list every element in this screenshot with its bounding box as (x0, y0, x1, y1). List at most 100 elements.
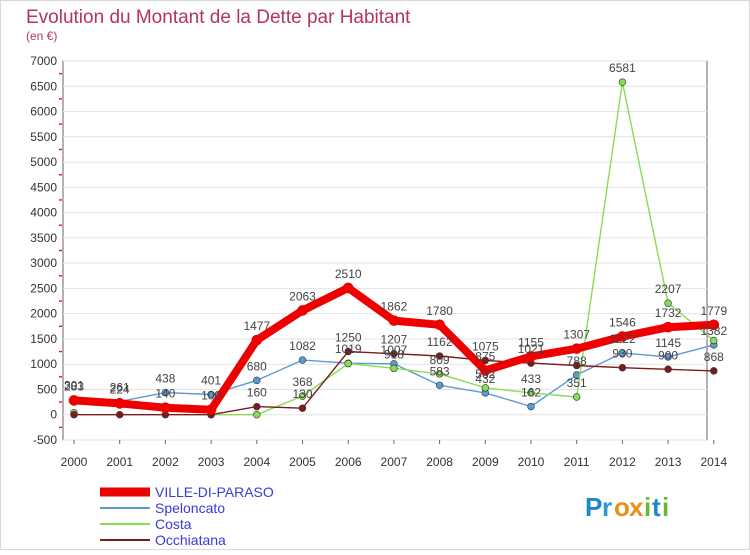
data-point-occhiatana (710, 367, 718, 375)
data-label-ville-di-paraso: 224 (110, 382, 130, 396)
data-point-occhiatana (115, 411, 124, 419)
y-tick-label: 3000 (30, 256, 57, 270)
data-label-speloncato: 1082 (289, 339, 316, 353)
data-point-costa (710, 336, 718, 345)
data-point-costa (298, 392, 307, 400)
data-label-occhiatana: 868 (704, 350, 724, 364)
data-point-costa (527, 389, 535, 397)
series-line-costa (210, 81, 715, 416)
y-tick-label: 6500 (30, 79, 57, 93)
y-tick-label: 4500 (30, 180, 57, 194)
data-label-costa: 532 (475, 367, 495, 381)
data-point-speloncato (527, 402, 535, 411)
x-tick-label: 2000 (61, 455, 88, 469)
data-label-ville-di-paraso: 100 (201, 389, 221, 403)
data-point-occhiatana (572, 361, 581, 370)
data-point-occhiatana (618, 364, 627, 372)
data-point-ville-di-paraso (662, 321, 674, 333)
data-label-occhiatana: 1207 (381, 333, 408, 347)
data-point-ville-di-paraso (114, 398, 125, 409)
data-point-ville-di-paraso (68, 395, 80, 406)
data-point-costa (618, 78, 627, 86)
y-tick-label: 5500 (30, 130, 57, 144)
data-point-speloncato (435, 381, 444, 389)
logo-letter: P (585, 492, 602, 522)
y-tick-label: 500 (37, 382, 57, 396)
data-label-occhiatana: 930 (612, 347, 632, 361)
data-label-speloncato: 583 (430, 364, 450, 378)
y-tick-label: 2000 (30, 307, 57, 321)
logo-letter: o (614, 492, 630, 522)
x-tick-label: 2010 (518, 455, 545, 469)
data-point-costa (481, 384, 489, 392)
x-tick-label: 2005 (289, 455, 316, 469)
x-tick-label: 2003 (198, 455, 225, 469)
data-label-ville-di-paraso: 140 (155, 387, 175, 401)
y-tick-label: 7000 (30, 54, 57, 68)
data-point-ville-di-paraso (342, 282, 354, 294)
data-point-ville-di-paraso (251, 334, 263, 346)
data-label-speloncato: 1222 (609, 332, 636, 346)
data-label-ville-di-paraso: 1779 (700, 304, 727, 318)
logo-letter: r (602, 492, 612, 522)
x-tick-label: 2002 (152, 455, 179, 469)
data-point-occhiatana (298, 404, 307, 412)
data-point-ville-di-paraso (479, 365, 491, 376)
data-point-ville-di-paraso (708, 319, 720, 331)
data-point-ville-di-paraso (160, 402, 171, 413)
data-point-ville-di-paraso (205, 404, 217, 415)
data-label-ville-di-paraso: 1477 (243, 319, 270, 333)
data-label-occhiatana: 1162 (427, 335, 453, 349)
y-tick-label: 5000 (30, 155, 57, 169)
logo-letter: t (652, 492, 661, 522)
data-point-speloncato (161, 388, 170, 397)
y-tick-label: 2500 (30, 281, 57, 295)
data-label-speloncato: 401 (201, 373, 221, 387)
data-label-ville-di-paraso: 1862 (381, 300, 408, 314)
data-point-costa (572, 393, 581, 401)
data-label-speloncato: 1382 (700, 324, 727, 338)
x-tick-label: 2014 (700, 455, 727, 469)
data-label-ville-di-paraso: 2063 (289, 289, 316, 303)
data-point-speloncato (298, 356, 307, 364)
data-label-ville-di-paraso: 283 (64, 379, 84, 393)
plot-frame (62, 60, 708, 441)
data-point-occhiatana (253, 402, 261, 411)
data-point-ville-di-paraso (388, 315, 400, 326)
data-label-costa: 351 (567, 376, 587, 390)
chart-title: Evolution du Montant de la Dette par Hab… (26, 7, 411, 28)
x-tick-label: 2011 (564, 455, 590, 469)
chart-subtitle: (en €) (26, 29, 57, 43)
data-label-ville-di-paraso: 2510 (335, 267, 362, 281)
data-point-occhiatana (435, 352, 444, 360)
data-point-costa (390, 364, 398, 373)
x-tick-label: 2012 (609, 455, 636, 469)
data-point-ville-di-paraso (297, 305, 308, 316)
data-label-speloncato: 432 (475, 372, 495, 386)
data-label-speloncato: 301 (64, 379, 84, 393)
data-label-occhiatana: 900 (658, 348, 678, 362)
data-label-costa: 368 (292, 375, 312, 389)
data-label-ville-di-paraso: 1546 (609, 316, 636, 330)
data-point-ville-di-paraso (434, 319, 445, 331)
data-point-costa (664, 299, 672, 307)
data-point-speloncato (664, 353, 672, 361)
data-point-occhiatana (664, 365, 672, 373)
legend-label-ville-di-paraso: VILLE-DI-PARASO (155, 484, 274, 500)
data-label-costa: 433 (521, 372, 541, 386)
data-label-speloncato: 261 (110, 381, 130, 395)
data-label-speloncato: 1145 (655, 336, 681, 350)
data-label-ville-di-paraso: 1780 (426, 304, 453, 318)
data-point-costa (344, 359, 352, 368)
data-label-ville-di-paraso: 1155 (518, 335, 544, 349)
y-tick-label: 6000 (30, 105, 57, 119)
y-tick-label: 4000 (30, 206, 57, 220)
x-tick-label: 2001 (106, 455, 133, 469)
y-tick-label: 0 (50, 408, 57, 422)
legend-label-speloncato: Speloncato (155, 500, 225, 516)
data-label-speloncato: 788 (567, 354, 587, 368)
